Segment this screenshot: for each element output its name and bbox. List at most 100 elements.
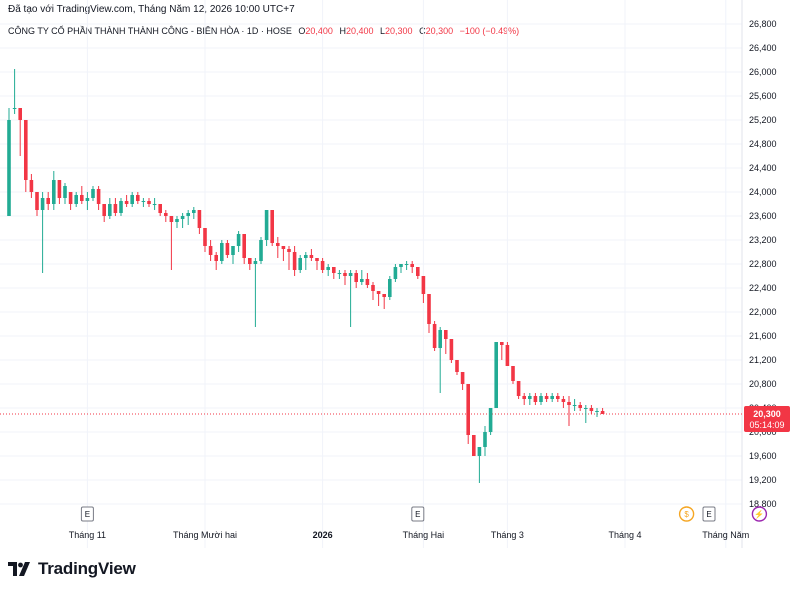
candle[interactable] <box>460 372 465 390</box>
candle[interactable] <box>315 258 319 270</box>
candle[interactable] <box>29 174 34 198</box>
dividend-dollar-icon[interactable]: $ <box>678 506 695 522</box>
candle[interactable] <box>399 264 403 273</box>
candle[interactable] <box>516 381 521 399</box>
candle[interactable] <box>320 258 325 273</box>
candle[interactable] <box>264 210 269 246</box>
split-bolt-icon[interactable]: ⚡ <box>751 506 768 522</box>
candle[interactable] <box>63 183 67 204</box>
candle[interactable] <box>52 171 56 210</box>
candle[interactable] <box>589 405 594 414</box>
candle[interactable] <box>231 246 235 264</box>
candle[interactable] <box>455 360 459 375</box>
candle[interactable] <box>404 261 409 270</box>
candle[interactable] <box>119 198 123 216</box>
candle[interactable] <box>348 270 353 327</box>
candle[interactable] <box>432 321 437 351</box>
candle[interactable] <box>270 210 274 246</box>
candle[interactable] <box>298 255 302 273</box>
candle[interactable] <box>578 402 582 411</box>
events-row[interactable]: E E $ E ⚡ <box>80 506 768 522</box>
candle[interactable] <box>488 408 493 435</box>
candle[interactable] <box>522 393 526 405</box>
candle[interactable] <box>505 342 510 366</box>
candle[interactable] <box>281 246 286 261</box>
candle[interactable] <box>74 192 78 207</box>
candle[interactable] <box>197 210 202 234</box>
candle[interactable] <box>567 396 571 426</box>
earnings-e-icon[interactable]: E <box>702 506 716 522</box>
candle[interactable] <box>416 267 420 279</box>
candle[interactable] <box>287 246 291 270</box>
candle[interactable] <box>466 384 470 444</box>
price-axis[interactable]: 18,80019,20019,60020,00020,40020,80021,2… <box>749 19 777 509</box>
candle[interactable] <box>477 447 482 483</box>
candle[interactable] <box>186 210 190 225</box>
candle[interactable] <box>24 120 28 192</box>
candle[interactable] <box>208 240 213 261</box>
earnings-e-icon[interactable]: E <box>411 506 425 522</box>
candle[interactable] <box>147 198 151 207</box>
candle[interactable] <box>46 192 50 210</box>
candle[interactable] <box>276 237 280 258</box>
symbol-title[interactable]: CÔNG TY CỔ PHẦN THÀNH THÀNH CÔNG - BIÊN … <box>8 26 292 36</box>
candle[interactable] <box>259 237 263 264</box>
candle[interactable] <box>494 342 498 408</box>
candle[interactable] <box>130 192 134 207</box>
candle[interactable] <box>472 435 476 456</box>
candle[interactable] <box>550 393 554 402</box>
candle[interactable] <box>354 270 358 288</box>
candle[interactable] <box>35 192 39 216</box>
candle[interactable] <box>595 408 599 417</box>
candle[interactable] <box>393 264 398 282</box>
candle[interactable] <box>304 252 308 270</box>
candle[interactable] <box>438 327 442 393</box>
candle[interactable] <box>91 186 95 201</box>
candle[interactable] <box>225 240 230 258</box>
candle[interactable] <box>124 195 129 207</box>
candle[interactable] <box>68 192 73 210</box>
candle[interactable] <box>203 228 207 252</box>
candle[interactable] <box>18 108 22 156</box>
candle[interactable] <box>309 249 314 261</box>
candle[interactable] <box>136 192 140 204</box>
candle[interactable] <box>528 393 532 405</box>
candle[interactable] <box>382 294 386 309</box>
candle[interactable] <box>220 240 224 264</box>
candle[interactable] <box>365 273 370 288</box>
candle[interactable] <box>292 246 297 276</box>
candle[interactable] <box>449 339 454 363</box>
earnings-e-icon[interactable]: E <box>80 506 94 522</box>
candle[interactable] <box>376 291 381 306</box>
candle[interactable] <box>444 330 448 354</box>
candle[interactable] <box>371 282 375 300</box>
candle[interactable] <box>600 408 605 414</box>
candle[interactable] <box>141 198 146 207</box>
candle[interactable] <box>421 276 426 303</box>
candle[interactable] <box>102 204 106 222</box>
candle[interactable] <box>483 426 487 456</box>
candle[interactable] <box>180 213 185 228</box>
candle[interactable] <box>388 276 392 300</box>
candle[interactable] <box>164 210 168 222</box>
time-axis[interactable]: Tháng 11 Tháng Mười hai 2026 Tháng Hai Tháng… <box>69 530 750 540</box>
candle[interactable] <box>192 207 196 219</box>
candles-layer[interactable] <box>7 69 605 483</box>
candle[interactable] <box>427 294 431 333</box>
candle[interactable] <box>57 180 62 204</box>
candle[interactable] <box>214 252 218 270</box>
candle[interactable] <box>158 204 162 216</box>
candle[interactable] <box>556 393 560 402</box>
candle[interactable] <box>152 198 157 210</box>
candle[interactable] <box>80 186 84 204</box>
candle[interactable] <box>242 234 246 264</box>
candle[interactable] <box>326 264 330 276</box>
candle[interactable] <box>236 231 241 252</box>
candle[interactable] <box>12 69 17 114</box>
candle[interactable] <box>175 216 179 228</box>
candle[interactable] <box>7 108 11 216</box>
candle[interactable] <box>96 186 101 210</box>
candle[interactable] <box>253 258 258 327</box>
candle[interactable] <box>500 342 504 360</box>
